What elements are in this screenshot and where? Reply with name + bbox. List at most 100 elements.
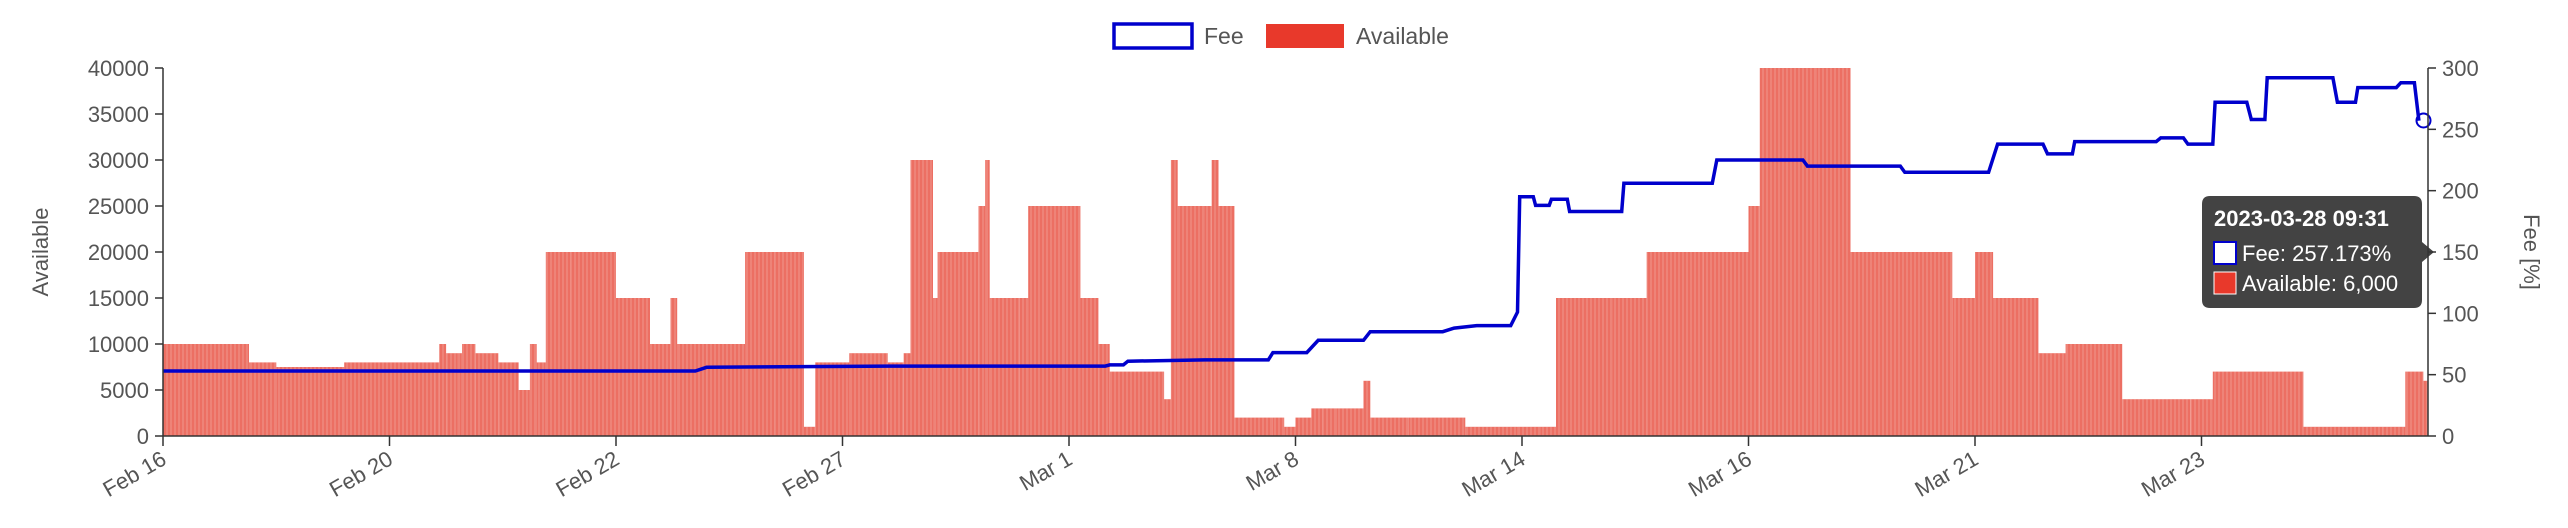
y-right-tick-label: 200: [2442, 179, 2479, 204]
x-tick-label: Mar 16: [1684, 446, 1756, 502]
available-bar: [2122, 399, 2191, 436]
available-bar: [1211, 160, 1219, 436]
available-bar: [230, 344, 249, 436]
tooltip-swatch-fee: [2213, 241, 2237, 265]
available-bar: [1028, 206, 1065, 436]
available-bar: [434, 362, 440, 436]
available-bar: [1272, 417, 1285, 436]
available-bar: [985, 160, 990, 436]
tooltip-title: 2023-03-28 09:31: [2214, 206, 2389, 231]
available-bar: [529, 344, 537, 436]
available-bar: [967, 252, 979, 436]
available-bar: [2423, 380, 2428, 436]
available-bar: [446, 353, 458, 436]
available-bar: [1336, 408, 1364, 436]
legend-swatch-available: [1266, 24, 1344, 48]
legend-label-fee: Fee: [1204, 23, 1244, 49]
available-bar: [276, 367, 345, 436]
tooltip-swatch-available: [2213, 271, 2237, 295]
available-bars: [163, 68, 2428, 436]
x-tick-label: Mar 1: [1015, 446, 1076, 496]
available-bar: [2382, 426, 2406, 436]
available-bar: [1098, 344, 1110, 436]
available-bar: [344, 362, 390, 436]
available-bar: [638, 298, 650, 436]
available-bar: [616, 298, 639, 436]
available-bar: [1975, 252, 1994, 436]
available-bar: [471, 344, 476, 436]
available-bar: [1759, 68, 1817, 436]
legend-item-fee[interactable]: Fee: [1112, 22, 1244, 50]
available-bar: [1311, 408, 1323, 436]
available-bar: [249, 362, 277, 436]
available-bar: [2190, 399, 2213, 436]
available-bar: [1952, 298, 1975, 436]
y-left-tick-label: 0: [137, 424, 149, 449]
tooltip-available-label: Available: 6,000: [2242, 271, 2398, 296]
y-left-tick-label: 15000: [88, 286, 149, 311]
available-bar: [1363, 380, 1371, 436]
available-bar: [774, 252, 804, 436]
available-bar: [670, 298, 678, 436]
available-bar: [1204, 206, 1212, 436]
y-right-axis-title: Fee [%]: [2519, 214, 2544, 290]
y-right-tick-label: 250: [2442, 117, 2479, 142]
x-tick-label: Feb 22: [551, 446, 623, 502]
available-bar: [2303, 426, 2383, 436]
available-bar: [163, 344, 231, 436]
available-bar: [937, 252, 967, 436]
available-bar: [677, 344, 707, 436]
y-right-tick-label: 50: [2442, 363, 2466, 388]
available-bar: [1612, 298, 1647, 436]
available-bar: [887, 362, 904, 436]
available-bar: [2065, 344, 2111, 436]
available-bar: [1295, 417, 1312, 436]
legend-item-available[interactable]: Available: [1266, 23, 1449, 49]
available-bar: [1170, 160, 1178, 436]
legend[interactable]: Fee Available: [1112, 22, 1449, 50]
y-right-tick-label: 0: [2442, 424, 2454, 449]
available-bar: [706, 344, 746, 436]
available-bar: [1322, 408, 1337, 436]
y-left-axis-title: Available: [28, 208, 53, 297]
available-bar: [1234, 417, 1273, 436]
available-bar: [2038, 353, 2066, 436]
available-bar: [2110, 344, 2123, 436]
available-bar: [903, 353, 911, 436]
x-tick-label: Mar 14: [1457, 446, 1529, 502]
fee-line-layer: [163, 76, 2432, 373]
y-left-tick-label: 5000: [100, 378, 149, 403]
y-right-tick-label: 100: [2442, 301, 2479, 326]
y-left-tick-label: 35000: [88, 102, 149, 127]
available-bar: [1218, 206, 1235, 436]
available-bar: [475, 353, 499, 436]
available-bar: [1488, 426, 1518, 436]
x-tick-label: Feb 27: [778, 446, 850, 502]
y-right-tick-label: 150: [2442, 240, 2479, 265]
y-left-tick-label: 25000: [88, 194, 149, 219]
available-bar: [2269, 371, 2304, 436]
x-tick-label: Feb 20: [325, 446, 397, 502]
available-bar: [2405, 371, 2424, 436]
available-bar: [1646, 252, 1704, 436]
fee-line: [163, 76, 2421, 373]
available-bar: [498, 362, 519, 436]
available-bar: [1850, 252, 1907, 436]
available-bar: [815, 362, 850, 436]
available-bar: [1540, 426, 1556, 436]
y-left-tick-label: 30000: [88, 148, 149, 173]
available-bar: [457, 353, 462, 436]
available-bar: [1442, 417, 1466, 436]
fee-hover-marker: [2415, 112, 2432, 129]
available-bar: [1064, 206, 1081, 436]
available-bar: [1136, 371, 1165, 436]
tooltip-fee-label: Fee: 257.173%: [2242, 241, 2391, 266]
available-bar: [804, 426, 816, 436]
available-bar: [910, 160, 933, 436]
available-bar: [1556, 298, 1590, 436]
available-bar: [978, 206, 986, 436]
available-bar: [1907, 252, 1953, 436]
x-tick-label: Mar 8: [1242, 446, 1303, 496]
legend-label-available: Available: [1356, 23, 1449, 49]
